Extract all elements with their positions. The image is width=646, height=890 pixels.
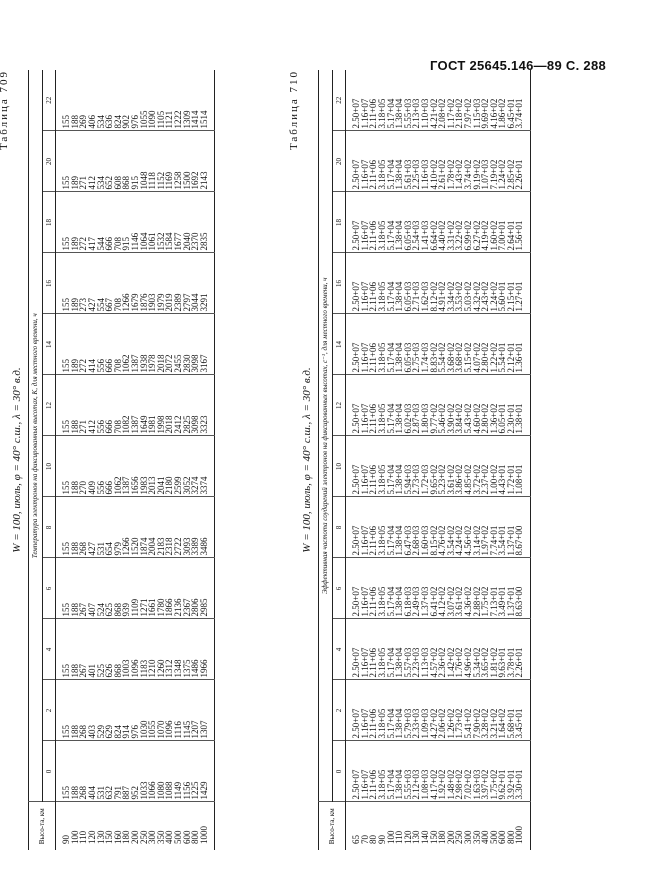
value-cell: 3.30+01 [514, 741, 531, 802]
column-header: 2 [42, 680, 56, 741]
value-cell: 155 [55, 70, 71, 131]
table-row: 65 2.50+07 2.50+07 2.50+07 2.50+07 2.50+07 2.5… [345, 70, 362, 850]
rotated-content: Таблица 709 W = 100, июль, φ = 40° с.ш.,… [0, 60, 598, 850]
value-cell: 2.26+01 [514, 131, 531, 192]
value-cell: 3.74+01 [514, 70, 531, 131]
value-cell: 2.50+07 [345, 192, 361, 253]
value-cell: 1.38+01 [514, 375, 531, 436]
column-header: 4 [332, 619, 346, 680]
value-cell: 2.50+07 [345, 131, 361, 192]
table-710-label: Таблица 710 [288, 70, 300, 151]
value-cell: 3.45+01 [514, 680, 531, 741]
height-cell: 90 [61, 835, 72, 844]
table-710-caption: W = 100, июль, φ = 40° с.ш., λ = 30° в.д… [301, 367, 313, 553]
height-header: Высо-та, км [318, 802, 346, 850]
value-cell: 2.26+01 [514, 619, 531, 680]
value-cell: 155 [55, 192, 71, 253]
value-cell: 3374 [199, 436, 215, 497]
value-cell: 155 [55, 619, 71, 680]
column-header: 10 [332, 436, 346, 497]
table-709-block: Таблица 709 W = 100, июль, φ = 40° с.ш.,… [0, 70, 216, 850]
value-cell: 2.50+07 [345, 558, 361, 619]
value-cell: 2.50+07 [345, 497, 361, 558]
value-cell: 2.50+07 [345, 253, 361, 314]
value-cell: 1966 [199, 619, 215, 680]
height-cell: 65 [351, 835, 362, 844]
group-header: Эффективная частота соударений электроно… [318, 70, 333, 802]
table-709: Высо-та, км Температура электронов на фи… [28, 70, 216, 850]
column-header: 14 [332, 314, 346, 375]
value-cell: 1307 [199, 680, 215, 741]
value-cell: 3291 [199, 253, 215, 314]
value-cell: 1429 [199, 741, 215, 802]
value-cell: 155 [55, 741, 71, 802]
value-cell: 8.67+00 [514, 497, 531, 558]
value-cell: 2835 [199, 192, 215, 253]
value-cell: 155 [55, 131, 71, 192]
value-cell: 2.50+07 [345, 741, 361, 802]
table-709-label: Таблица 709 [0, 70, 10, 151]
value-cell: 2.50+07 [345, 70, 361, 131]
column-header: 20 [332, 131, 346, 192]
table-row: 1000 1429 1307 1966 2985 3486 3374 3323 3167 3291… [198, 70, 215, 850]
group-header: Температура электронов на фиксированных … [28, 70, 43, 802]
table-row: 90 155 155 155 155 155 155 155 155 155 155 155 155 [55, 70, 72, 850]
value-cell: 155 [55, 680, 71, 741]
value-cell: 3323 [199, 375, 215, 436]
value-cell: 3486 [199, 497, 215, 558]
value-cell: 1.27+01 [514, 253, 531, 314]
page-header: ГОСТ 25645.146—89 С. 288 [430, 58, 606, 73]
column-header: 6 [42, 558, 56, 619]
column-header: 12 [42, 375, 56, 436]
column-header: 6 [332, 558, 346, 619]
value-cell: 3167 [199, 314, 215, 375]
value-cell: 2.50+07 [345, 680, 361, 741]
column-header: 16 [332, 253, 346, 314]
value-cell: 2985 [199, 558, 215, 619]
column-header: 14 [42, 314, 56, 375]
value-cell: 1.56+01 [514, 192, 531, 253]
table-row: 1000 3.30+01 3.45+01 2.26+01 8.63+00 8.67+00 1… [514, 70, 531, 850]
value-cell: 155 [55, 314, 71, 375]
table-710: Высо-та, км Эффективная частота соударен… [318, 70, 532, 850]
value-cell: 155 [55, 436, 71, 497]
value-cell: 155 [55, 558, 71, 619]
column-header: 22 [42, 70, 56, 131]
column-header: 18 [332, 192, 346, 253]
value-cell: 2.50+07 [345, 436, 361, 497]
column-header: 20 [42, 131, 56, 192]
column-header: 0 [332, 741, 346, 802]
column-header: 4 [42, 619, 56, 680]
column-header: 2 [332, 680, 346, 741]
column-header: 10 [42, 436, 56, 497]
height-header: Высо-та, км [28, 802, 56, 850]
column-header: 16 [42, 253, 56, 314]
column-header: 8 [42, 497, 56, 558]
value-cell: 1514 [199, 70, 215, 131]
column-header: 22 [332, 70, 346, 131]
value-cell: 155 [55, 253, 71, 314]
value-cell: 2.50+07 [345, 619, 361, 680]
height-cell: 1000 [198, 826, 209, 844]
value-cell: 1.36+01 [514, 314, 531, 375]
table-710-block: Таблица 710 W = 100, июль, φ = 40° с.ш.,… [288, 70, 532, 850]
column-header: 8 [332, 497, 346, 558]
column-header: 0 [42, 741, 56, 802]
value-cell: 1.08+01 [514, 436, 531, 497]
table-709-caption: W = 100, июль, φ = 40° с.ш., λ = 30° в.д… [11, 367, 23, 553]
value-cell: 2143 [199, 131, 215, 192]
column-header: 18 [42, 192, 56, 253]
column-header: 12 [332, 375, 346, 436]
value-cell: 8.63+00 [514, 558, 531, 619]
value-cell: 155 [55, 375, 71, 436]
height-cell: 1000 [514, 826, 525, 844]
value-cell: 2.50+07 [345, 314, 361, 375]
value-cell: 155 [55, 497, 71, 558]
value-cell: 2.50+07 [345, 375, 361, 436]
